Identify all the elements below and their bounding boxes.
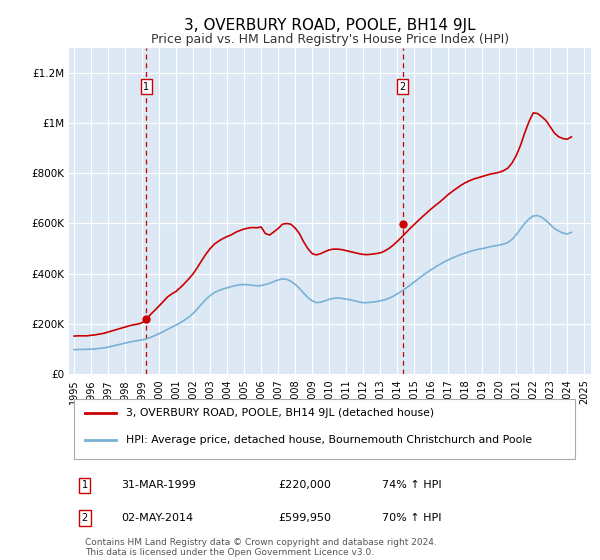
Text: 2: 2 bbox=[82, 513, 88, 523]
FancyBboxPatch shape bbox=[74, 399, 575, 459]
Text: Price paid vs. HM Land Registry's House Price Index (HPI): Price paid vs. HM Land Registry's House … bbox=[151, 32, 509, 46]
Text: £599,950: £599,950 bbox=[278, 513, 331, 523]
Text: Contains HM Land Registry data © Crown copyright and database right 2024.
This d: Contains HM Land Registry data © Crown c… bbox=[85, 538, 436, 557]
Text: 3, OVERBURY ROAD, POOLE, BH14 9JL (detached house): 3, OVERBURY ROAD, POOLE, BH14 9JL (detac… bbox=[127, 408, 434, 418]
Text: 1: 1 bbox=[143, 82, 149, 92]
Text: 31-MAR-1999: 31-MAR-1999 bbox=[121, 480, 196, 491]
Text: 3, OVERBURY ROAD, POOLE, BH14 9JL: 3, OVERBURY ROAD, POOLE, BH14 9JL bbox=[184, 18, 476, 32]
Text: £220,000: £220,000 bbox=[278, 480, 331, 491]
Text: HPI: Average price, detached house, Bournemouth Christchurch and Poole: HPI: Average price, detached house, Bour… bbox=[127, 435, 533, 445]
Text: 2: 2 bbox=[400, 82, 406, 92]
Text: 02-MAY-2014: 02-MAY-2014 bbox=[121, 513, 193, 523]
Text: 74% ↑ HPI: 74% ↑ HPI bbox=[382, 480, 442, 491]
Text: 70% ↑ HPI: 70% ↑ HPI bbox=[382, 513, 442, 523]
Text: 1: 1 bbox=[82, 480, 88, 491]
